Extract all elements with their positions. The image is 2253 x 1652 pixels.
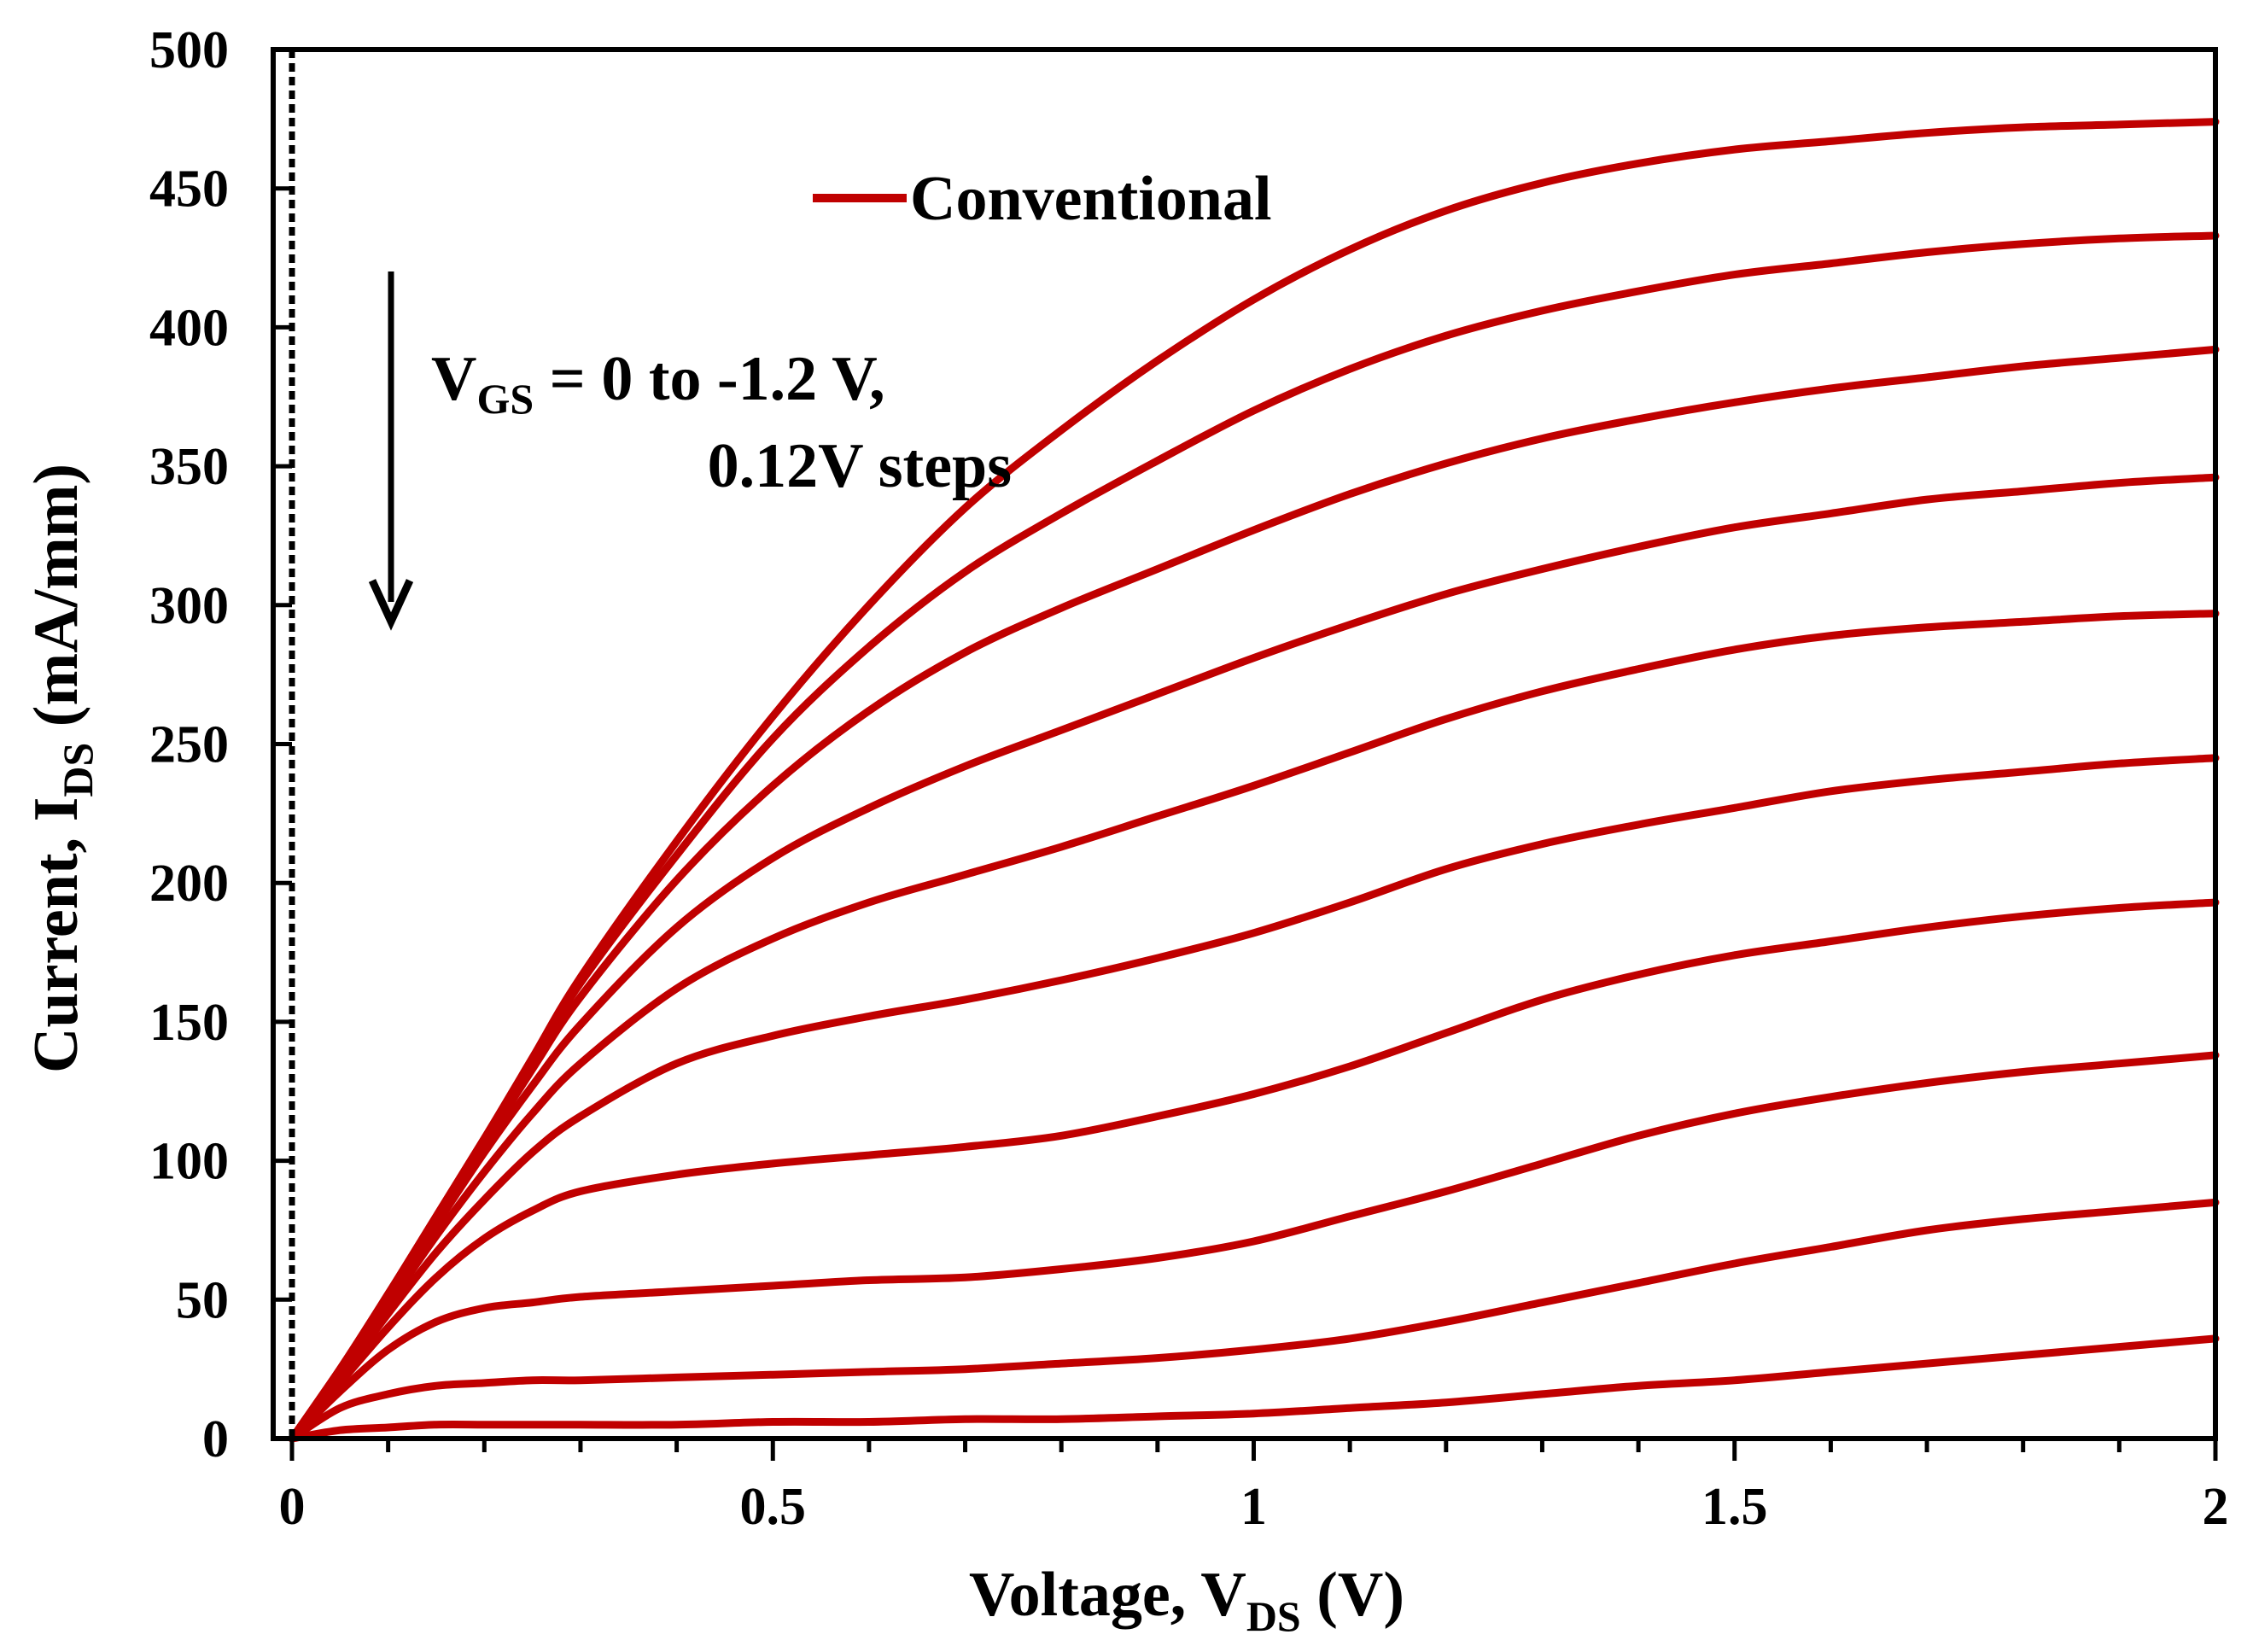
y-tick-label-6: 300 bbox=[149, 577, 229, 635]
series-line-6 bbox=[288, 898, 2220, 1443]
series-line-2 bbox=[288, 345, 2220, 1443]
y-tick-label-4: 200 bbox=[149, 855, 229, 913]
vgs-annotation: VGS = 0 to -1.2 V, 0.12V steps bbox=[368, 271, 1012, 631]
annotation-line-2: 0.12V steps bbox=[708, 431, 1012, 501]
x-tick-label-2: 1 bbox=[1240, 1478, 1267, 1536]
series-line-4 bbox=[288, 610, 2220, 1443]
x-axis-title: Voltage, VDS (V) bbox=[969, 1560, 1404, 1640]
x-tick-label-0: 0 bbox=[279, 1478, 306, 1536]
series-layer bbox=[288, 118, 2220, 1443]
series-line-8 bbox=[288, 1198, 2220, 1443]
tick-label-layer: 0 0.5 1 1.5 2 0 50 100 150 200 250 300 350 400 450 500 bbox=[149, 21, 2229, 1536]
series-line-3 bbox=[288, 473, 2220, 1443]
x-tick-label-4: 2 bbox=[2203, 1478, 2229, 1536]
y-axis-title: Current, IDS (mA/mm) bbox=[21, 464, 102, 1073]
y-tick-label-9: 450 bbox=[149, 161, 229, 219]
y-tick-label-0: 0 bbox=[202, 1410, 229, 1468]
y-tick-label-2: 100 bbox=[149, 1133, 229, 1191]
annotation-line-1: VGS = 0 to -1.2 V, bbox=[431, 344, 885, 423]
y-tick-label-3: 150 bbox=[149, 994, 229, 1052]
series-line-9 bbox=[288, 1334, 2220, 1443]
x-tick-label-1: 0.5 bbox=[740, 1478, 807, 1536]
legend-label: Conventional bbox=[910, 164, 1272, 234]
y-tick-label-8: 400 bbox=[149, 299, 229, 357]
series-line-5 bbox=[288, 754, 2220, 1443]
tick-layer bbox=[271, 47, 2218, 1461]
series-line-1 bbox=[288, 231, 2220, 1443]
y-tick-label-1: 50 bbox=[176, 1271, 229, 1329]
legend: Conventional bbox=[813, 164, 1272, 234]
x-tick-label-3: 1.5 bbox=[1701, 1478, 1768, 1536]
down-arrow-icon bbox=[368, 579, 414, 631]
y-tick-label-10: 500 bbox=[149, 21, 229, 79]
y-tick-label-5: 250 bbox=[149, 716, 229, 774]
series-line-7 bbox=[288, 1051, 2220, 1443]
y-tick-label-7: 350 bbox=[149, 438, 229, 496]
